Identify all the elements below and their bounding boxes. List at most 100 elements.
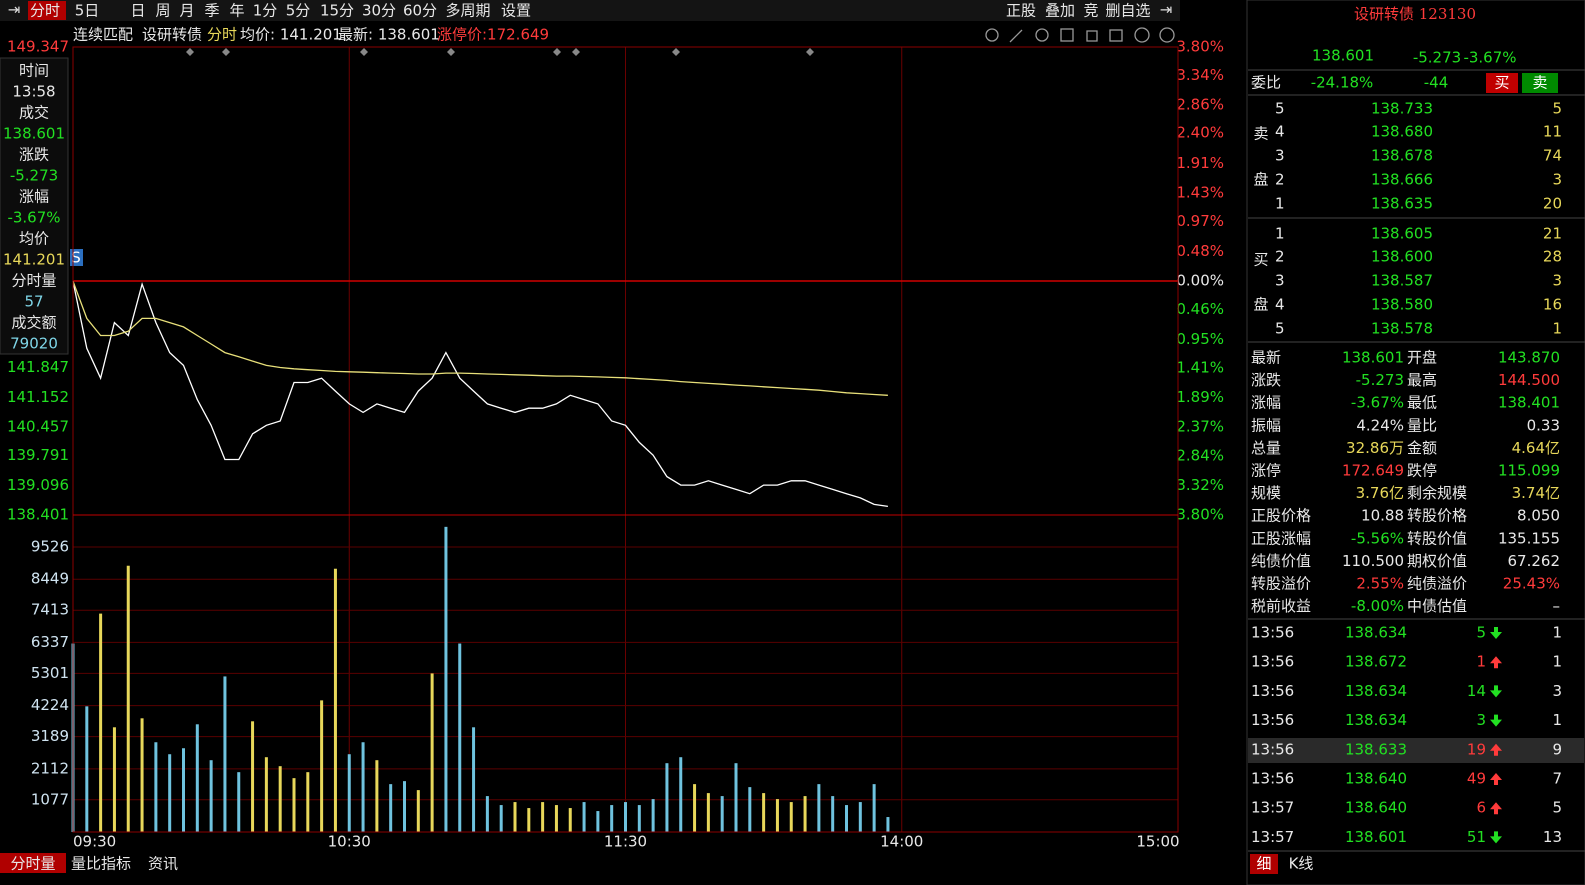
book-price: 138.635	[1371, 195, 1433, 213]
y-tick-label: 138.401	[7, 506, 69, 524]
sell-button[interactable]: 卖	[1532, 74, 1547, 92]
book-level: 1	[1275, 195, 1285, 213]
toolbar-tab[interactable]: 分时	[30, 2, 60, 20]
volume-bar	[762, 793, 766, 832]
toolbar-tab[interactable]: 5日	[75, 2, 100, 20]
trade-volume: 14	[1467, 682, 1486, 700]
side-item: 57	[24, 293, 43, 311]
volume-bar	[416, 790, 420, 832]
volume-bar	[665, 763, 669, 832]
side-item: 79020	[10, 335, 58, 353]
toolbar-button[interactable]: 竞	[1083, 2, 1098, 20]
trade-volume: 6	[1476, 799, 1486, 817]
volume-bar	[444, 526, 448, 832]
book-level: 2	[1275, 171, 1285, 189]
y2-tick-label: 0.48%	[1176, 242, 1224, 260]
trade-time: 13:56	[1251, 711, 1294, 729]
toolbar-tab[interactable]: 月	[179, 2, 194, 20]
side-item: 分时量	[11, 272, 56, 290]
toolbar-tab[interactable]: 设置	[501, 2, 531, 20]
quote-pct: -3.67%	[1463, 49, 1516, 67]
toolbar-tab[interactable]: 多周期	[445, 2, 490, 20]
toolbar-tab[interactable]: 1分	[253, 2, 278, 20]
side-item: 成交	[19, 104, 49, 122]
y-tick-label: 7413	[31, 601, 69, 619]
volume-bar	[278, 766, 282, 832]
stat-value: -5.273	[1356, 371, 1404, 389]
y2-tick-label: 3.34%	[1176, 66, 1224, 84]
side-item: -5.273	[10, 167, 58, 185]
volume-bar	[140, 718, 144, 832]
trade-time: 13:57	[1251, 828, 1294, 846]
y-tick-label: 141.847	[7, 358, 69, 376]
toolbar-tab[interactable]: 周	[155, 2, 170, 20]
volume-bar	[541, 802, 545, 832]
stat-value: 67.262	[1508, 552, 1561, 570]
trade-volume: 1	[1476, 653, 1486, 671]
side-item: 成交额	[11, 314, 56, 332]
volume-bar	[333, 568, 337, 832]
y2-tick-label: 0.00%	[1176, 272, 1224, 290]
stat-label: 最新	[1251, 349, 1281, 367]
y-tick-label: 5301	[31, 664, 69, 682]
trade-time: 13:56	[1251, 682, 1294, 700]
book-level: 5	[1275, 320, 1285, 338]
volume-bar	[693, 784, 697, 832]
stat-value: 110.500	[1342, 552, 1404, 570]
toolbar-tab[interactable]: 日	[130, 2, 145, 20]
bottom-tab[interactable]: 资讯	[148, 855, 178, 873]
volume-bar	[182, 748, 185, 832]
stat-label: 税前收益	[1251, 597, 1311, 615]
book-label: 买	[1253, 251, 1268, 269]
side-item: 均价	[19, 230, 49, 248]
active-tab	[28, 1, 66, 20]
x-tick-label: 11:30	[604, 833, 647, 851]
book-level: 2	[1275, 248, 1285, 266]
toolbar-tab[interactable]: 60分	[403, 2, 437, 20]
sell-button[interactable]	[1522, 73, 1558, 93]
y2-tick-label: 2.37%	[1176, 417, 1224, 435]
stat-value: 2.55%	[1356, 575, 1404, 593]
icon[interactable]: ⇥	[8, 1, 21, 19]
y-tick-label: 6337	[31, 633, 69, 651]
volume-bar	[803, 796, 807, 832]
volume-bar	[554, 805, 558, 832]
trade-volume: 49	[1467, 770, 1486, 788]
toolbar-tab[interactable]: 季	[204, 2, 219, 20]
book-label: 盘	[1253, 296, 1268, 314]
buy-button[interactable]: 买	[1494, 74, 1509, 92]
trade-volume: 3	[1476, 711, 1486, 729]
stat-label: 总量	[1251, 439, 1281, 457]
y-tick-label: 3189	[31, 727, 69, 745]
book-price: 138.680	[1371, 123, 1433, 141]
volume-bar	[306, 772, 310, 832]
side-tab[interactable]: K线	[1289, 855, 1314, 873]
side-tab[interactable]: 细	[1256, 855, 1271, 873]
icon[interactable]: ⇥	[1160, 1, 1173, 19]
stat-label: 中债估值	[1407, 597, 1467, 615]
toolbar-tab[interactable]: 5分	[286, 2, 311, 20]
toolbar-button[interactable]: 正股	[1006, 2, 1036, 20]
chart-tools[interactable]	[985, 27, 1175, 43]
bottom-tab[interactable]: 量比指标	[71, 855, 131, 873]
chart-frame	[72, 46, 1179, 833]
toolbar-button[interactable]: 叠加	[1045, 2, 1075, 20]
stat-label: 最低	[1407, 394, 1437, 412]
toolbar-tab[interactable]: 年	[229, 2, 244, 20]
toolbar-button[interactable]: 删自选	[1105, 2, 1150, 20]
trade-volume: 5	[1476, 624, 1486, 642]
quote-change: -5.273	[1413, 49, 1461, 67]
stat-value: 10.88	[1361, 507, 1404, 525]
toolbar-tab[interactable]: 15分	[320, 2, 354, 20]
price-line	[72, 280, 888, 396]
info-avg: 均价: 141.201	[240, 26, 342, 44]
buy-button[interactable]	[1486, 73, 1518, 93]
y2-tick-label: 1.91%	[1176, 154, 1224, 172]
y-tick-label: 2112	[31, 759, 69, 777]
stat-label: 最高	[1407, 371, 1437, 389]
stat-label: 纯债价值	[1251, 552, 1311, 570]
book-volume: 74	[1543, 147, 1562, 165]
toolbar-tab[interactable]: 30分	[362, 2, 396, 20]
toolbar-bg	[0, 0, 1180, 21]
bottom-tab[interactable]: 分时量	[10, 855, 55, 873]
